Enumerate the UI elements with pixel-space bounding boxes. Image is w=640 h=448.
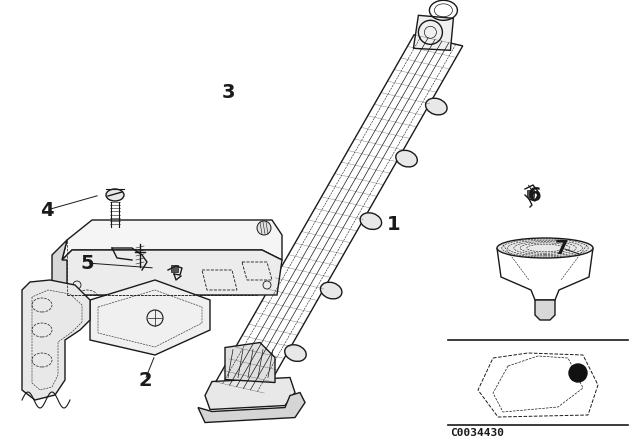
Polygon shape	[52, 250, 282, 305]
Ellipse shape	[426, 98, 447, 115]
Ellipse shape	[396, 150, 417, 167]
Circle shape	[569, 364, 587, 382]
Polygon shape	[413, 15, 453, 50]
Polygon shape	[225, 343, 275, 383]
Circle shape	[257, 221, 271, 235]
Text: 3: 3	[221, 82, 235, 102]
Polygon shape	[52, 240, 67, 305]
Polygon shape	[535, 300, 555, 320]
Polygon shape	[22, 280, 90, 400]
Ellipse shape	[321, 282, 342, 299]
Text: 2: 2	[138, 370, 152, 389]
Polygon shape	[198, 392, 305, 422]
Text: 1: 1	[387, 215, 401, 233]
Text: 6: 6	[528, 185, 542, 204]
Polygon shape	[62, 220, 282, 260]
Ellipse shape	[106, 189, 124, 201]
Text: 4: 4	[40, 201, 54, 220]
Bar	[527, 190, 534, 197]
Ellipse shape	[285, 345, 306, 362]
Text: 7: 7	[556, 238, 569, 258]
Text: C0034430: C0034430	[450, 428, 504, 438]
Polygon shape	[90, 280, 210, 355]
Bar	[171, 265, 178, 272]
Polygon shape	[205, 378, 295, 409]
Ellipse shape	[360, 213, 381, 229]
Text: 5: 5	[80, 254, 94, 272]
Ellipse shape	[497, 238, 593, 258]
